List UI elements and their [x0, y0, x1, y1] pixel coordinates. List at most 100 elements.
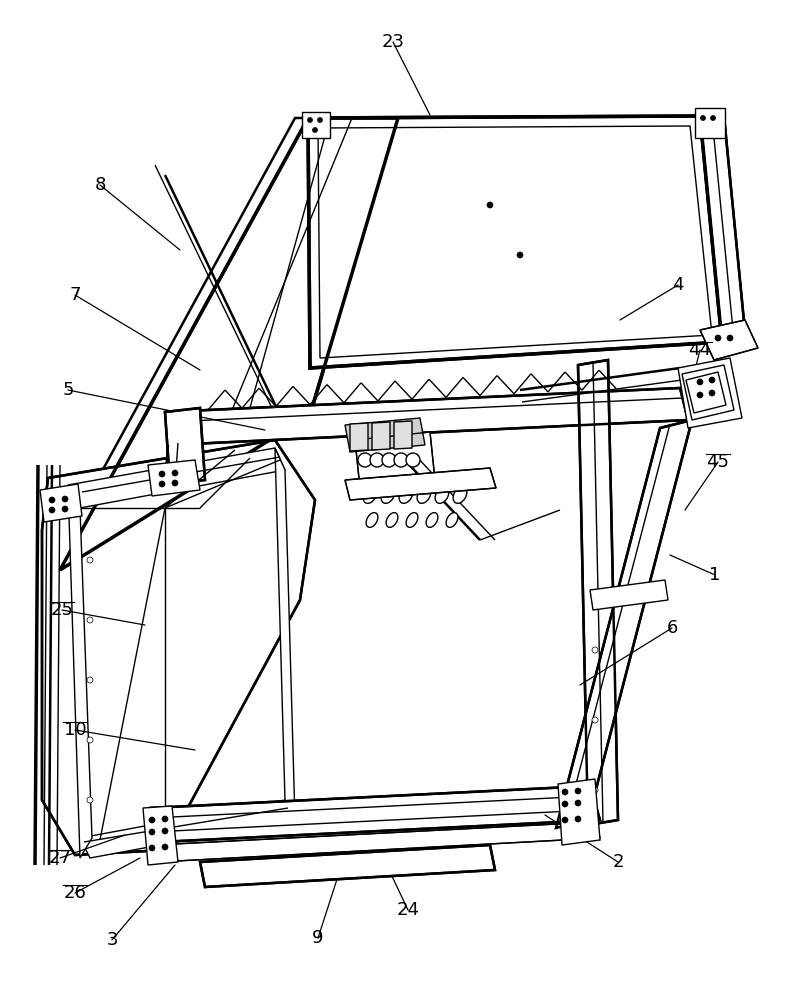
Circle shape — [394, 453, 408, 467]
Circle shape — [172, 480, 178, 486]
Polygon shape — [556, 420, 692, 828]
Text: 9: 9 — [312, 929, 324, 947]
Circle shape — [709, 377, 715, 383]
Polygon shape — [60, 118, 398, 570]
Polygon shape — [150, 786, 600, 842]
Circle shape — [87, 737, 93, 743]
Circle shape — [159, 471, 165, 477]
Text: 8: 8 — [95, 176, 106, 194]
Circle shape — [715, 335, 721, 341]
Polygon shape — [308, 116, 722, 368]
Text: 25: 25 — [50, 601, 73, 619]
Ellipse shape — [381, 487, 395, 503]
Polygon shape — [345, 418, 425, 452]
Polygon shape — [68, 448, 285, 508]
Ellipse shape — [446, 513, 458, 527]
Polygon shape — [350, 423, 368, 451]
Ellipse shape — [426, 513, 438, 527]
Polygon shape — [695, 108, 725, 138]
Polygon shape — [372, 422, 390, 450]
Text: 44: 44 — [689, 341, 712, 359]
Circle shape — [575, 800, 581, 806]
Text: 6: 6 — [667, 619, 678, 637]
Circle shape — [162, 828, 168, 834]
Polygon shape — [682, 365, 734, 420]
Circle shape — [711, 115, 716, 120]
Circle shape — [575, 788, 581, 794]
Circle shape — [487, 202, 493, 208]
Circle shape — [701, 115, 705, 120]
Circle shape — [62, 496, 68, 502]
Text: 24: 24 — [396, 901, 419, 919]
Circle shape — [709, 390, 715, 396]
Circle shape — [358, 453, 372, 467]
Circle shape — [592, 647, 598, 653]
Polygon shape — [48, 118, 308, 570]
Ellipse shape — [417, 487, 431, 503]
Polygon shape — [42, 440, 315, 855]
Polygon shape — [345, 468, 496, 500]
Circle shape — [697, 392, 703, 398]
Circle shape — [370, 453, 384, 467]
Ellipse shape — [363, 487, 377, 503]
Circle shape — [162, 816, 168, 822]
Circle shape — [727, 335, 733, 341]
Circle shape — [172, 470, 178, 476]
Circle shape — [562, 789, 568, 795]
Circle shape — [517, 252, 523, 258]
Polygon shape — [165, 408, 205, 484]
Polygon shape — [686, 372, 726, 413]
Polygon shape — [578, 360, 618, 825]
Text: 27: 27 — [49, 849, 72, 867]
Text: 23: 23 — [381, 33, 404, 51]
Ellipse shape — [386, 513, 398, 527]
Polygon shape — [80, 800, 295, 858]
Circle shape — [87, 677, 93, 683]
Polygon shape — [143, 806, 178, 865]
Polygon shape — [700, 320, 758, 360]
Polygon shape — [275, 448, 295, 820]
Ellipse shape — [406, 513, 418, 527]
Text: 4: 4 — [672, 276, 684, 294]
Circle shape — [162, 844, 168, 850]
Polygon shape — [558, 779, 600, 845]
Polygon shape — [678, 358, 742, 428]
Circle shape — [382, 453, 396, 467]
Polygon shape — [394, 421, 412, 449]
Text: 1: 1 — [709, 566, 721, 584]
Circle shape — [49, 497, 55, 503]
Circle shape — [562, 817, 568, 823]
Circle shape — [149, 845, 155, 851]
Polygon shape — [700, 116, 746, 342]
Circle shape — [87, 617, 93, 623]
Circle shape — [49, 507, 55, 513]
Text: 3: 3 — [106, 931, 117, 949]
Text: 45: 45 — [707, 453, 730, 471]
Ellipse shape — [453, 487, 466, 503]
Circle shape — [313, 127, 318, 132]
Circle shape — [307, 117, 313, 122]
Text: 26: 26 — [64, 884, 87, 902]
Polygon shape — [68, 485, 92, 858]
Circle shape — [697, 379, 703, 385]
Polygon shape — [590, 580, 668, 610]
Circle shape — [562, 801, 568, 807]
Circle shape — [592, 787, 598, 793]
Circle shape — [592, 717, 598, 723]
Text: 7: 7 — [69, 286, 80, 304]
Circle shape — [318, 117, 322, 122]
Text: 10: 10 — [64, 721, 87, 739]
Polygon shape — [302, 112, 330, 138]
Circle shape — [575, 816, 581, 822]
Polygon shape — [165, 388, 688, 445]
Polygon shape — [200, 845, 495, 887]
Circle shape — [159, 481, 165, 487]
Text: 5: 5 — [62, 381, 74, 399]
Circle shape — [406, 453, 420, 467]
Text: 2: 2 — [612, 853, 624, 871]
Circle shape — [87, 797, 93, 803]
Polygon shape — [148, 460, 200, 496]
Circle shape — [62, 506, 68, 512]
Ellipse shape — [400, 487, 413, 503]
Circle shape — [149, 817, 155, 823]
